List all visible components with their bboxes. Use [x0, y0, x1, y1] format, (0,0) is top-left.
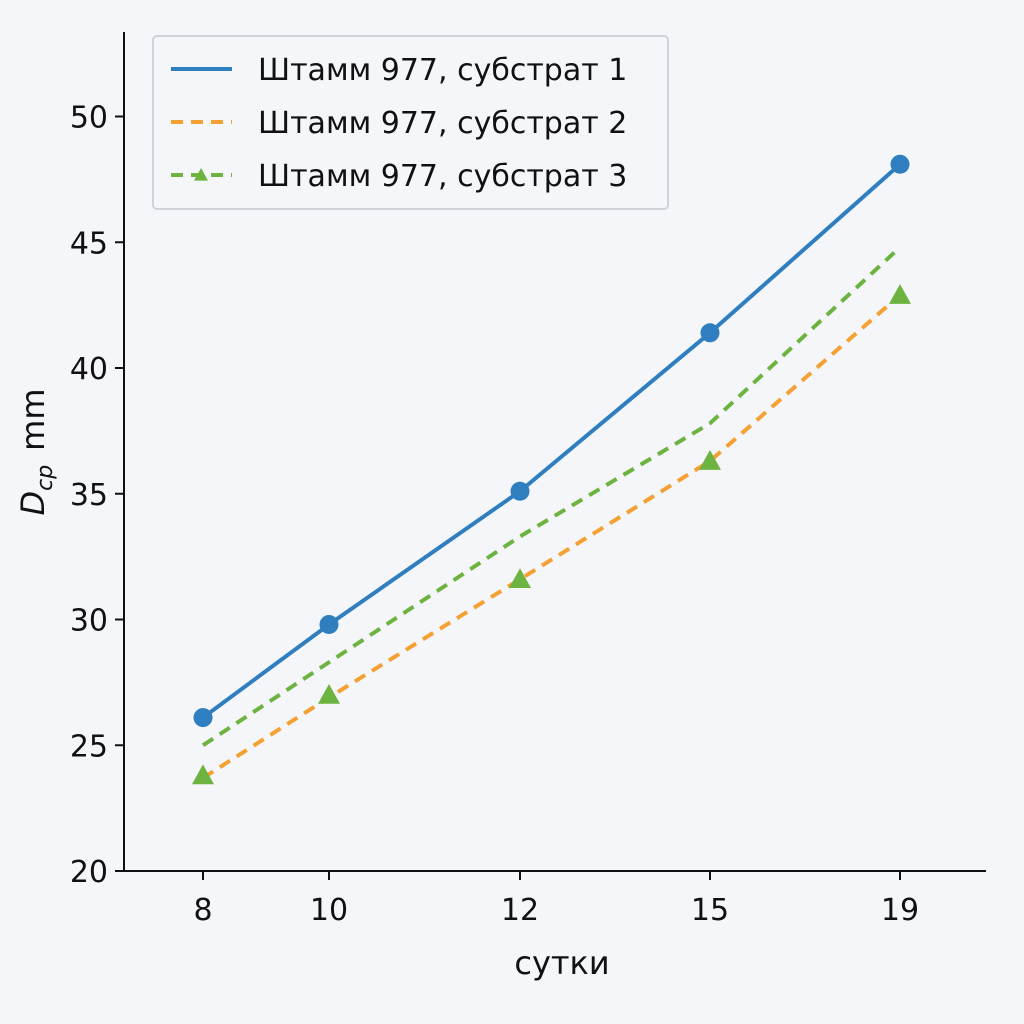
y-tick-label: 20	[70, 855, 108, 890]
series-1-point	[700, 323, 720, 343]
series-1-point	[319, 615, 339, 635]
y-tick-label: 30	[70, 604, 108, 639]
series-markers	[192, 154, 911, 785]
y-tick-label: 35	[70, 478, 108, 513]
legend-label-1: Штамм 977, субстрат 1	[258, 53, 627, 88]
series-3-point	[889, 284, 911, 304]
y-ticks: 20 25 30 35 40 45 50	[70, 101, 124, 890]
series-3-point	[192, 764, 214, 785]
series-3-point	[699, 450, 721, 470]
y-axis-title-symbol: D	[14, 491, 52, 516]
x-tick-label: 8	[193, 893, 212, 928]
series-3-point	[509, 568, 531, 589]
series-1-point	[890, 154, 910, 174]
y-tick-label: 45	[70, 226, 108, 261]
axes	[123, 32, 986, 872]
svg-text:Dсрmm: Dср mm	[14, 388, 58, 515]
series-1-point	[193, 708, 213, 728]
series-line-1	[201, 162, 902, 720]
legend-marker-3	[194, 168, 208, 181]
series-3-point	[318, 683, 340, 704]
legend-label-2: Штамм 977, субстрат 2	[258, 106, 627, 141]
series-1-point	[510, 481, 530, 501]
legend: Штамм 977, субстрат 1 Штамм 977, субстрат…	[152, 35, 669, 210]
x-tick-label: 19	[881, 893, 919, 928]
x-axis-title: сутки	[514, 944, 609, 982]
y-tick-label: 50	[70, 101, 108, 136]
legend-box	[152, 35, 669, 210]
x-tick-label: 15	[691, 893, 729, 928]
y-tick-label: 40	[70, 352, 108, 387]
x-tick-label: 10	[310, 893, 348, 928]
y-axis-title: Dср mm	[14, 388, 58, 515]
y-tick-label: 25	[70, 729, 108, 764]
x-ticks: 8 10 12 15 19	[193, 871, 919, 928]
x-tick-label: 12	[501, 893, 539, 928]
series-line-3	[201, 245, 902, 747]
series-lines	[201, 162, 902, 780]
y-axis-title-unit: mm	[14, 388, 52, 450]
legend-label-3: Штамм 977, субстрат 3	[258, 159, 627, 194]
y-axis-title-subscript: ср	[33, 465, 58, 491]
series-line-2	[201, 293, 902, 780]
